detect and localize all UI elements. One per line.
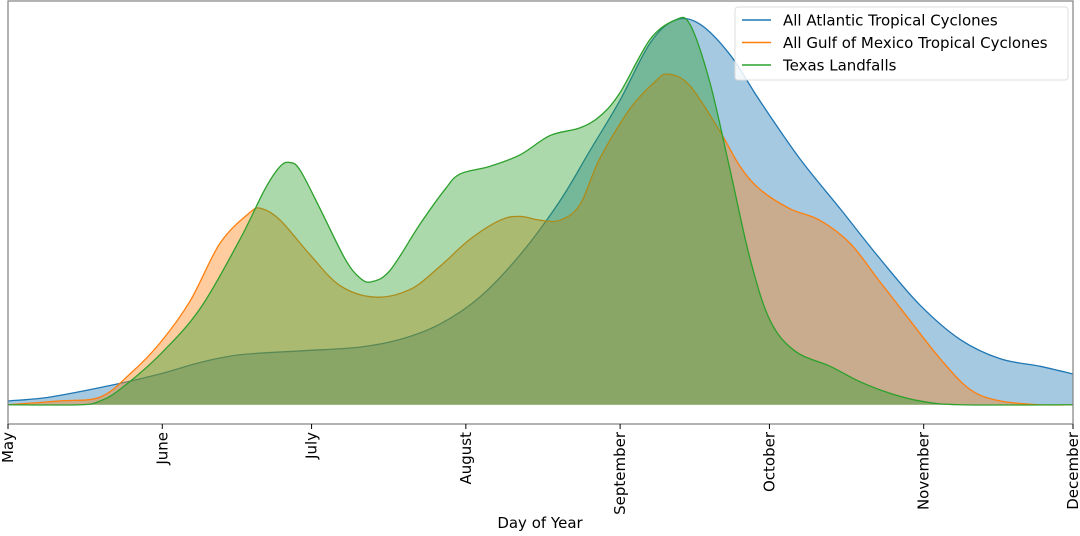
x-tick-label: July bbox=[303, 432, 321, 460]
x-tick-label: August bbox=[457, 432, 475, 485]
x-tick-label: December bbox=[1064, 431, 1080, 510]
series-area-2 bbox=[8, 17, 1073, 406]
x-axis-label: Day of Year bbox=[497, 514, 583, 532]
legend-entry: All Gulf of Mexico Tropical Cyclones bbox=[783, 34, 1048, 52]
series-line-0 bbox=[7, 17, 1074, 402]
x-tick-label: October bbox=[760, 431, 778, 492]
plot-frame bbox=[7, 0, 1074, 425]
series-area-0 bbox=[8, 18, 1073, 405]
x-tick-label: May bbox=[0, 432, 17, 463]
legend-entry: All Atlantic Tropical Cyclones bbox=[783, 12, 998, 30]
series-line-2 bbox=[7, 16, 1074, 406]
x-axis-ticks: May June July August September October Novembe… bbox=[0, 424, 1080, 515]
legend-entry: Texas Landfalls bbox=[782, 57, 897, 75]
x-tick-label: November bbox=[915, 431, 933, 510]
legend-box bbox=[734, 6, 1069, 81]
series-line-1 bbox=[7, 73, 1074, 406]
series-area-1 bbox=[8, 73, 1073, 406]
x-tick-label: September bbox=[611, 431, 629, 515]
series-areas bbox=[7, 16, 1074, 406]
x-tick-label: June bbox=[153, 432, 171, 466]
legend: All Atlantic Tropical Cyclones All Gulf o… bbox=[734, 6, 1069, 81]
